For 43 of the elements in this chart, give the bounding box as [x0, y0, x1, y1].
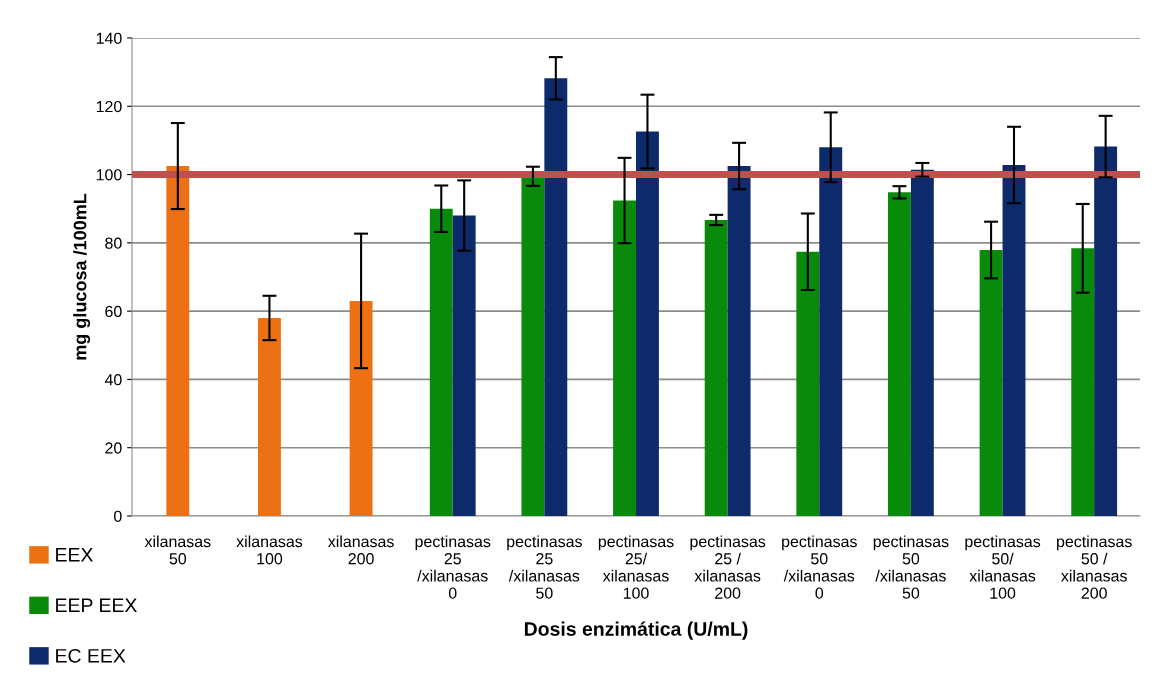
bar: [613, 200, 636, 516]
bar: [521, 176, 545, 516]
legend-label: EC EEX: [56, 648, 126, 663]
bar: [888, 192, 911, 516]
x-tick-label: pectinasas 50/ xilanasas 100: [965, 535, 1041, 599]
y-tick-label: 140: [96, 32, 122, 44]
y-tick-label: 80: [105, 237, 122, 249]
x-tick-label: xilanasas 50: [144, 535, 211, 565]
bar: [349, 300, 373, 516]
x-tick-label: pectinasas 50 /xilanasas 0: [782, 535, 857, 599]
legend-label: EEP EEX: [56, 598, 137, 612]
x-axis-title: Dosis enzimática (U/mL): [524, 621, 748, 640]
x-tick-label: xilanasas 200: [327, 535, 394, 565]
bar: [1071, 248, 1095, 516]
y-tick-label: 0: [114, 510, 122, 522]
y-tick-label: 60: [105, 305, 122, 318]
bar: [1094, 146, 1118, 516]
y-tick-label: 120: [96, 100, 122, 113]
bar: [727, 166, 751, 516]
bar: [979, 250, 1003, 516]
x-tick-label: xilanasas 100: [236, 535, 303, 565]
bar: [166, 166, 190, 516]
bar: [544, 78, 568, 516]
x-tick-label: pectinasas 25/ xilanasas 100: [598, 535, 674, 599]
x-tick-label: pectinasas 25 /xilanasas 50: [507, 535, 582, 599]
legend-label: EEX: [56, 548, 94, 562]
bar: [704, 219, 728, 516]
x-tick-label: pectinasas 50 /xilanasas 50: [873, 535, 949, 599]
x-tick-label: pectinasas 25 / xilanasas 200: [690, 535, 766, 599]
bar: [258, 317, 281, 516]
bar: [452, 215, 476, 516]
bar: [819, 147, 843, 516]
x-tick-label: pectinasas 25 /xilanasas 0: [415, 535, 491, 599]
y-tick-label: 100: [96, 169, 122, 181]
y-tick-label: 20: [105, 442, 122, 454]
y-axis-title: mg glucosa /100mL: [73, 193, 91, 360]
bar: [429, 208, 453, 516]
bar: [910, 169, 934, 516]
bar: [1002, 165, 1026, 516]
x-tick-label: pectinasas 50 / xilanasas 200: [1057, 535, 1132, 599]
bar: [796, 251, 820, 516]
y-tick-label: 40: [104, 374, 122, 386]
bar: [636, 131, 659, 516]
